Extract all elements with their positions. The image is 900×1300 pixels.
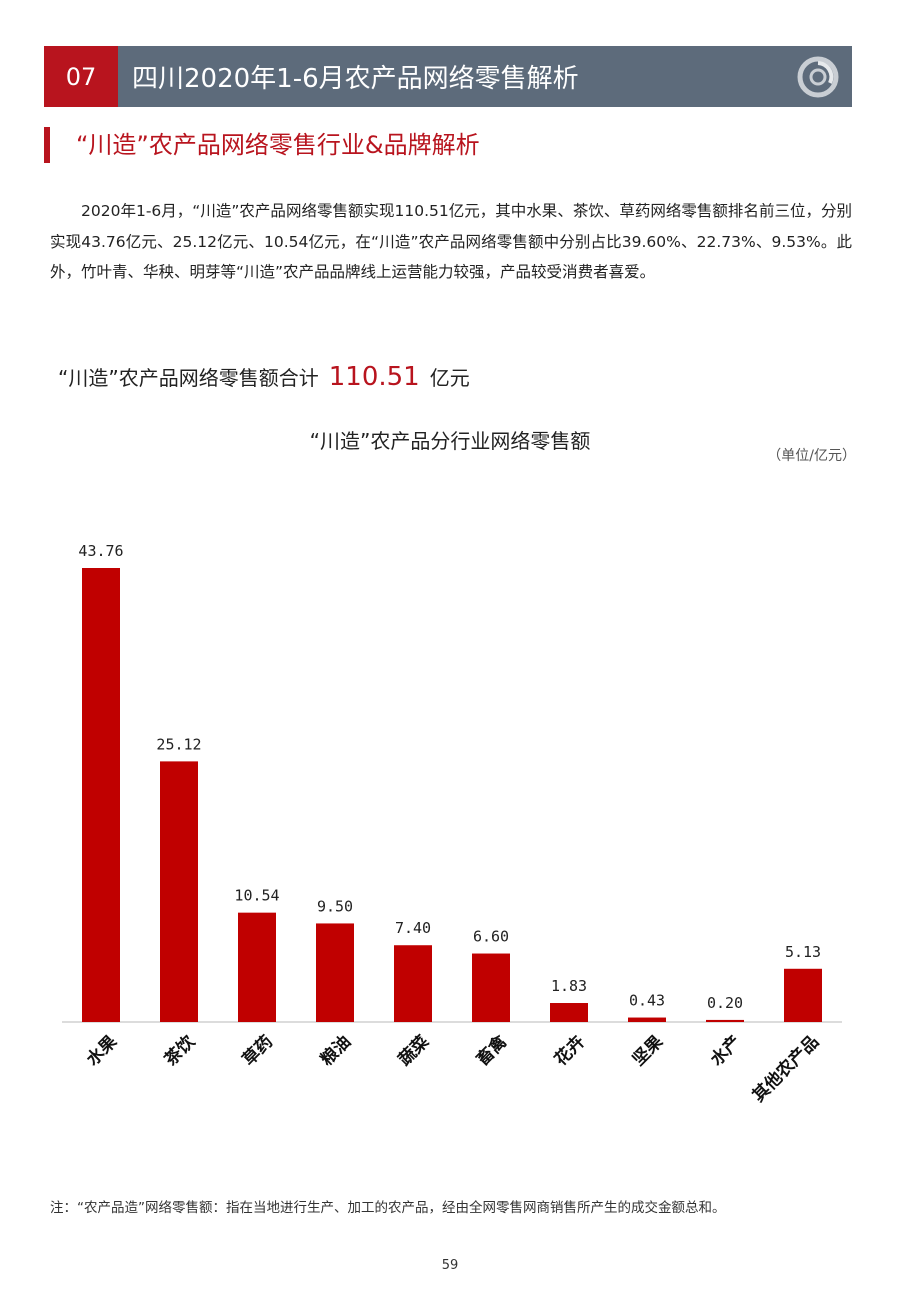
total-value: 110.51	[328, 362, 420, 392]
bar-value-label: 7.40	[395, 919, 431, 937]
subheading-accent-bar	[44, 127, 50, 163]
section-number: 07	[44, 46, 118, 107]
bar-value-label: 25.12	[156, 735, 201, 753]
total-unit: 亿元	[429, 366, 470, 390]
category-tick-label: 水产	[706, 1031, 745, 1070]
category-tick-label: 水果	[82, 1031, 121, 1070]
category-tick-label: 其他农产品	[748, 1031, 823, 1106]
category-tick-label: 草药	[238, 1031, 277, 1070]
page-number: 59	[441, 1258, 459, 1273]
chart-title: “川造”农产品分行业网络零售额	[309, 429, 591, 453]
category-tick-label: 蔬菜	[395, 1031, 434, 1070]
bar-9	[784, 968, 822, 1022]
bar-value-label: 0.20	[707, 994, 743, 1012]
bar-8	[706, 1019, 744, 1022]
bar-6	[550, 1003, 588, 1022]
bar-3	[316, 923, 354, 1022]
bar-2	[238, 912, 276, 1022]
category-tick-label: 茶饮	[160, 1030, 200, 1070]
subheading: “川造”农产品网络零售行业&品牌解析	[76, 131, 480, 159]
total-summary: “川造”农产品网络零售额合计 110.51 亿元	[58, 362, 470, 392]
bar-value-label: 10.54	[234, 887, 279, 905]
category-tick-label: 坚果	[629, 1032, 667, 1070]
bar-4	[394, 945, 432, 1022]
chart-unit-note: （单位/亿元）	[767, 448, 856, 464]
bar-1	[160, 761, 198, 1022]
bar-5	[472, 953, 510, 1022]
brand-logo-icon	[797, 56, 839, 98]
bar-7	[628, 1017, 666, 1022]
category-tick-label: 粮油	[316, 1031, 355, 1070]
section-title: 四川2020年1-6月农产品网络零售解析	[132, 64, 579, 94]
bar-0	[82, 568, 120, 1022]
bar-value-label: 1.83	[551, 977, 587, 995]
category-tick-label: 畜禽	[472, 1030, 512, 1070]
total-label: “川造”农产品网络零售额合计	[58, 366, 319, 390]
bar-value-label: 6.60	[473, 928, 509, 946]
bar-value-label: 5.13	[785, 943, 821, 961]
footnote: 注：“农产品造”网络零售额：指在当地进行生产、加工的农产品，经由全网零售网商销售…	[50, 1200, 726, 1216]
bar-chart: 43.76 水果 25.12 茶饮 10.54 草药 9.50 粮油 7.40 蔬菜 6.60 畜禽 1…	[62, 542, 842, 1106]
bar-value-label: 0.43	[629, 992, 665, 1010]
category-tick-label: 花卉	[550, 1031, 589, 1070]
bar-value-label: 9.50	[317, 897, 353, 915]
summary-paragraph: 2020年1-6月，“川造”农产品网络零售额实现110.51亿元，其中水果、茶饮…	[50, 202, 852, 281]
bar-value-label: 43.76	[78, 542, 123, 560]
section-header: 07 四川2020年1-6月农产品网络零售解析	[44, 46, 852, 107]
